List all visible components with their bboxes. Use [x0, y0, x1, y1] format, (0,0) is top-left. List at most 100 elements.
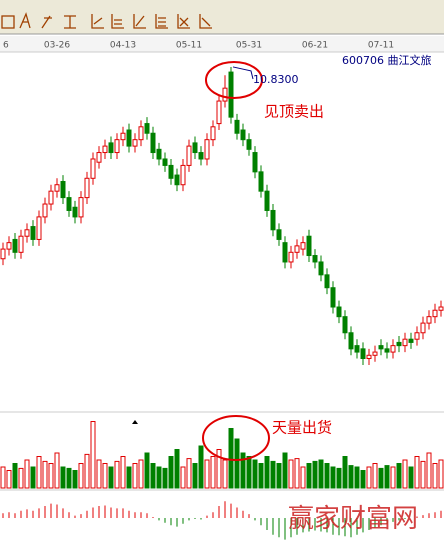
candle-body [414, 332, 420, 340]
candle-body [420, 322, 426, 334]
candle-body [138, 126, 144, 141]
candle-body [252, 152, 258, 173]
volume-bar [360, 470, 366, 489]
volume-bar [264, 456, 270, 489]
volume-bar [354, 466, 360, 489]
candle-body [150, 132, 156, 154]
candle-body [156, 148, 162, 160]
volume-bar [90, 421, 96, 489]
candle-body [222, 87, 228, 102]
candle-body [438, 306, 444, 311]
candle-body [324, 274, 330, 289]
candle-body [288, 251, 294, 263]
highlight-ellipse [205, 61, 263, 99]
x-tick-label: 07-11 [368, 41, 394, 51]
candle-body [18, 235, 24, 253]
candle-body [234, 119, 240, 134]
candle-body [390, 345, 396, 353]
volume-bar [108, 466, 114, 489]
volume-bar [18, 467, 24, 489]
candle-body [66, 197, 72, 211]
volume-bar [84, 453, 90, 489]
volume-bar [120, 456, 126, 489]
volume-bar [204, 459, 210, 489]
volume-bar [294, 458, 300, 489]
candle-body [30, 226, 36, 240]
volume-bar [396, 463, 402, 489]
annotation: 见顶卖出 [264, 103, 324, 121]
x-tick-label: 6 [3, 41, 9, 51]
volume-bar [114, 460, 120, 489]
volume-bar [156, 466, 162, 489]
candle-body [108, 142, 114, 154]
candle-body [318, 261, 324, 276]
volume-bar [102, 463, 108, 489]
volume-bar [372, 463, 378, 489]
volume-bar [30, 466, 36, 489]
volume-bar [402, 459, 408, 489]
candle-body [114, 139, 120, 154]
peak-pointer [232, 66, 254, 80]
candle-body [216, 100, 222, 125]
candle-body [72, 206, 78, 218]
candle-body [180, 164, 186, 186]
stock-title: 600706 曲江文旅 [342, 53, 432, 67]
candle-body [192, 142, 198, 154]
candle-body [36, 216, 42, 240]
volume-bar [318, 459, 324, 489]
volume-bar [234, 438, 240, 489]
candle-body [132, 139, 138, 147]
volume-bar [36, 456, 42, 489]
volume-bar [288, 459, 294, 489]
volume-bar [42, 460, 48, 489]
candle-body [426, 316, 432, 324]
candle-body [174, 174, 180, 186]
candle-body [210, 126, 216, 141]
volume-bar [312, 460, 318, 489]
x-tick-label: 04-13 [110, 41, 136, 51]
toolbar-icons [1, 12, 212, 29]
candle-body [126, 129, 132, 147]
volume-bar [186, 458, 192, 489]
volume-bar [72, 470, 78, 489]
candle-body [264, 190, 270, 211]
date-axis [0, 36, 444, 52]
candle-body [402, 338, 408, 347]
candle-body [396, 341, 402, 347]
candle-body [348, 332, 354, 350]
volume-bar [180, 466, 186, 489]
volume-bar [12, 463, 18, 489]
volume-bar [270, 460, 276, 489]
volume-bar [150, 463, 156, 489]
volume-bar [408, 466, 414, 489]
volume-bar [66, 467, 72, 489]
volume-bar [252, 459, 258, 489]
volume-bar [210, 456, 216, 489]
candle-body [96, 152, 102, 163]
candle-body [228, 71, 234, 118]
candle-body [204, 139, 210, 160]
volume-bar [24, 459, 30, 489]
volume-bar [54, 452, 60, 489]
volume-bar [138, 459, 144, 489]
volume-bar [276, 463, 282, 489]
candle-body [306, 235, 312, 257]
volume-bar [144, 452, 150, 489]
volume-bar [246, 456, 252, 489]
volume-bar [126, 466, 132, 489]
volume-bar [78, 463, 84, 489]
candle-body [342, 316, 348, 334]
volume-bar [192, 463, 198, 489]
volume-bar [336, 467, 342, 489]
candle-body [0, 248, 6, 260]
candle-body [246, 139, 252, 150]
x-tick-label: 05-31 [236, 41, 262, 51]
x-tick-label: 06-21 [302, 41, 328, 51]
peak-label: 10.8300 [253, 73, 299, 86]
candle-body [366, 354, 372, 360]
candle-body [186, 145, 192, 166]
candle-body [432, 309, 438, 318]
candle-body [408, 338, 414, 343]
candle-body [54, 184, 60, 192]
